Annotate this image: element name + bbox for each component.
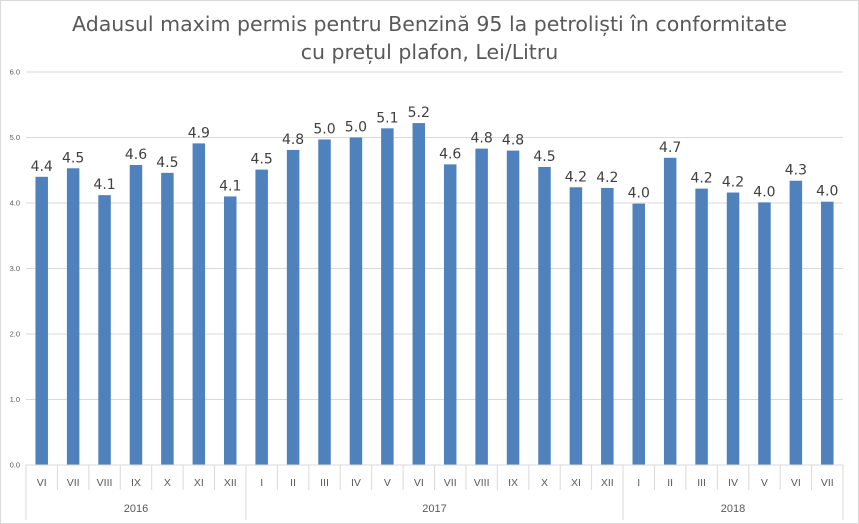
data-label: 4.2 (722, 175, 744, 191)
data-label: 5.0 (345, 120, 367, 136)
category-label: XI (571, 477, 581, 489)
bar (758, 202, 771, 465)
category-label: II (667, 477, 673, 489)
data-label: 4.4 (31, 159, 53, 175)
category-label: XI (194, 477, 204, 489)
category-label: VII (444, 477, 457, 489)
category-label: III (697, 477, 706, 489)
bar (821, 201, 834, 465)
bar (695, 188, 708, 465)
data-label: 4.8 (282, 132, 304, 148)
data-label: 4.8 (502, 133, 524, 149)
category-label: VII (67, 477, 80, 489)
category-label: VI (37, 477, 47, 489)
bar (161, 172, 174, 465)
bar (632, 203, 645, 465)
y-tick-label: 0.0 (10, 461, 20, 470)
chart-title: Adausul maxim permis pentru Benzină 95 l… (0, 10, 859, 66)
data-label: 4.7 (659, 140, 681, 156)
data-label: 4.5 (156, 155, 178, 171)
y-tick-label: 4.0 (10, 199, 20, 208)
chart-title-line-2: cu prețul plafon, Lei/Litru (300, 40, 559, 64)
y-tick-label: 2.0 (10, 330, 20, 339)
bar (538, 166, 551, 465)
category-label: V (384, 477, 391, 489)
data-label: 4.3 (785, 163, 807, 179)
data-label: 4.2 (565, 169, 587, 185)
bar (726, 192, 740, 465)
category-label: X (541, 477, 548, 489)
bar (318, 139, 331, 465)
data-label: 4.0 (816, 184, 838, 200)
category-label: VIII (474, 477, 490, 489)
bar (569, 187, 583, 465)
bar (255, 169, 268, 465)
y-tick-label: 1.0 (10, 395, 20, 404)
bar (506, 150, 520, 465)
category-label: II (290, 477, 296, 489)
data-label: 5.0 (313, 121, 335, 137)
year-group-label: 2017 (422, 503, 446, 515)
data-label: 5.1 (376, 110, 398, 126)
category-label: V (761, 477, 768, 489)
data-label: 4.6 (439, 146, 461, 162)
data-label: 4.5 (251, 152, 273, 168)
y-tick-label: 5.0 (10, 133, 20, 142)
category-label: VII (821, 477, 834, 489)
bar (601, 187, 614, 465)
year-group-label: 2018 (721, 503, 745, 515)
bar (663, 157, 677, 465)
category-label: X (164, 477, 171, 489)
data-label: 4.5 (62, 150, 84, 166)
category-label: IV (351, 477, 361, 489)
bar (98, 195, 111, 465)
bar (412, 123, 426, 465)
category-label: XII (224, 477, 237, 489)
category-label: I (637, 477, 640, 489)
y-tick-label: 3.0 (10, 264, 20, 273)
data-label: 4.8 (471, 131, 493, 147)
bar (192, 143, 206, 465)
bar (129, 165, 143, 465)
bar (349, 137, 363, 465)
category-label: VI (414, 477, 424, 489)
data-label: 4.0 (628, 186, 650, 202)
y-tick-label: 6.0 (10, 68, 20, 77)
data-label: 4.0 (753, 184, 775, 200)
data-label: 4.2 (690, 171, 712, 187)
bar (35, 176, 48, 466)
bar (475, 148, 488, 465)
category-label: III (320, 477, 329, 489)
year-group-label: 2016 (124, 503, 148, 515)
category-label: IX (508, 477, 518, 489)
category-label: IV (728, 477, 738, 489)
bar (443, 164, 457, 466)
bar (224, 196, 237, 465)
category-label: VIII (97, 477, 113, 489)
category-label: XII (601, 477, 614, 489)
bar (789, 180, 803, 466)
data-label: 4.1 (219, 178, 241, 194)
chart-title-line-1: Adausul maxim permis pentru Benzină 95 l… (72, 12, 787, 36)
bar (66, 168, 80, 465)
bar (286, 149, 300, 465)
category-label: VI (791, 477, 801, 489)
category-label: IX (131, 477, 141, 489)
data-label: 4.6 (125, 147, 147, 163)
data-label: 4.1 (93, 177, 115, 193)
category-label: I (260, 477, 263, 489)
data-label: 4.2 (596, 170, 618, 186)
data-label: 4.9 (188, 125, 210, 141)
bar (381, 128, 394, 465)
data-label: 5.2 (408, 105, 430, 121)
data-label: 4.5 (533, 149, 555, 165)
